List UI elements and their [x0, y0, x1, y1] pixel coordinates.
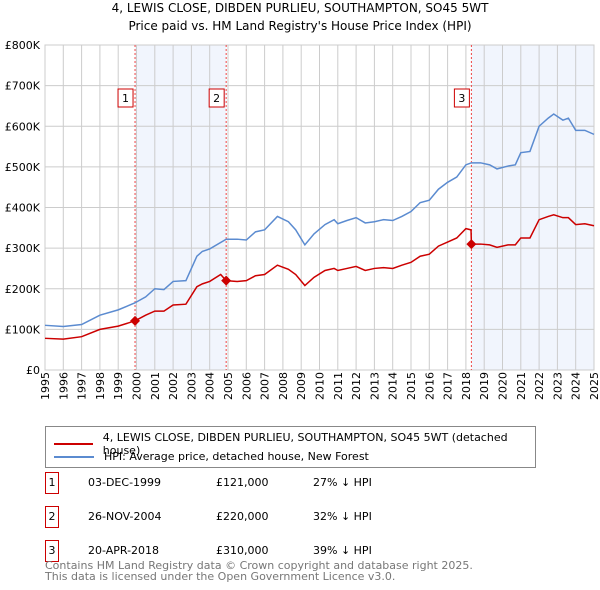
y-tick-label: £200K: [5, 283, 41, 296]
sale-date: 03-DEC-1999: [88, 476, 162, 489]
sale-price: £121,000: [216, 476, 269, 489]
y-tick-label: £0: [26, 364, 40, 377]
x-tick-label: 2012: [350, 372, 363, 400]
sale-row: 3 20-APR-2018 £310,000 39% ↓ HPI: [45, 540, 545, 562]
x-tick-label: 2005: [222, 372, 235, 400]
sale-hpi-diff: 39% ↓ HPI: [313, 544, 372, 557]
series-line: [44, 214, 595, 340]
y-tick-label: £100K: [5, 323, 41, 336]
plot-frame: [44, 44, 595, 371]
x-tick-label: 2015: [405, 372, 418, 400]
x-tick-label: 2016: [423, 372, 436, 400]
footer-line-1: Contains HM Land Registry data © Crown c…: [45, 559, 473, 572]
chart-subtitle: Price paid vs. HM Land Registry's House …: [128, 19, 472, 33]
footer-line-2: This data is licensed under the Open Gov…: [45, 570, 396, 583]
y-tick-label: £600K: [5, 120, 41, 133]
legend-blue-swatch: [54, 455, 94, 458]
sale-marker: [466, 239, 477, 250]
x-tick-label: 2008: [277, 372, 290, 400]
sale-label-box: [208, 88, 225, 108]
sale-marker: [130, 315, 141, 326]
sale-number: 2: [45, 506, 59, 528]
sale-row: 1 03-DEC-1999 £121,000 27% ↓ HPI: [45, 472, 545, 494]
sale-label-box: [453, 88, 470, 108]
x-tick-label: 2004: [204, 372, 217, 400]
x-tick-label: 2022: [533, 372, 546, 400]
x-tick-label: 2023: [551, 372, 564, 400]
legend: 4, LEWIS CLOSE, DIBDEN PURLIEU, SOUTHAMP…: [45, 426, 536, 468]
y-tick-label: £500K: [5, 161, 41, 174]
x-tick-label: 1996: [57, 372, 70, 400]
sale-price: £310,000: [216, 544, 269, 557]
x-tick-label: 2017: [442, 372, 455, 400]
chart-title: 4, LEWIS CLOSE, DIBDEN PURLIEU, SOUTHAMP…: [111, 1, 489, 15]
x-tick-label: 1997: [76, 372, 89, 400]
chart: 1995 1996 1997 1998 1999 2000 2001 2002 2003 2004…: [5, 39, 600, 400]
y-tick-label: £700K: [5, 80, 41, 93]
x-tick-label: 2014: [387, 372, 400, 400]
x-tick-label: 2021: [515, 372, 528, 400]
x-tick-label: 2019: [478, 372, 491, 400]
sale-hpi-diff: 32% ↓ HPI: [313, 510, 372, 523]
sale-marker: [221, 275, 232, 286]
x-tick-label: 2024: [570, 372, 583, 400]
legend-label-property: 4, LEWIS CLOSE, DIBDEN PURLIEU, SOUTHAMP…: [102, 431, 508, 457]
x-tick-label: 2009: [295, 372, 308, 400]
x-tick-label: 1999: [112, 372, 125, 400]
sale-label: 3: [458, 92, 465, 105]
sale-date: 26-NOV-2004: [88, 510, 162, 523]
x-tick-label: 2010: [314, 372, 327, 400]
sale-number: 3: [45, 540, 59, 562]
x-tick-label: 2007: [259, 372, 272, 400]
sale-row: 2 26-NOV-2004 £220,000 32% ↓ HPI: [45, 506, 545, 528]
sale-label: 1: [122, 92, 129, 105]
x-tick-label: 2011: [332, 372, 345, 400]
x-tick-label: 2006: [240, 372, 253, 400]
sale-number: 1: [45, 472, 59, 494]
sale-date: 20-APR-2018: [88, 544, 160, 557]
x-tick-label: 2025: [588, 372, 600, 400]
x-tick-label: 1995: [39, 372, 52, 400]
x-tick-label: 2018: [460, 372, 473, 400]
legend-label-hpi: HPI: Average price, detached house, New …: [104, 450, 369, 463]
x-tick-label: 2020: [497, 372, 510, 400]
x-tick-label: 2002: [167, 372, 180, 400]
sale-hpi-diff: 27% ↓ HPI: [313, 476, 372, 489]
y-tick-label: £400K: [5, 202, 41, 215]
y-tick-label: £800K: [5, 39, 41, 52]
x-tick-label: 1998: [94, 372, 107, 400]
x-tick-label: 2003: [185, 372, 198, 400]
y-tick-label: £300K: [5, 242, 41, 255]
sale-label: 2: [213, 92, 220, 105]
sale-label-box: [117, 88, 134, 108]
legend-red-swatch: [54, 443, 93, 445]
series-line: [44, 113, 595, 328]
x-tick-label: 2000: [131, 372, 144, 400]
x-tick-label: 2001: [149, 372, 162, 400]
sale-price: £220,000: [216, 510, 269, 523]
x-tick-label: 2013: [368, 372, 381, 400]
